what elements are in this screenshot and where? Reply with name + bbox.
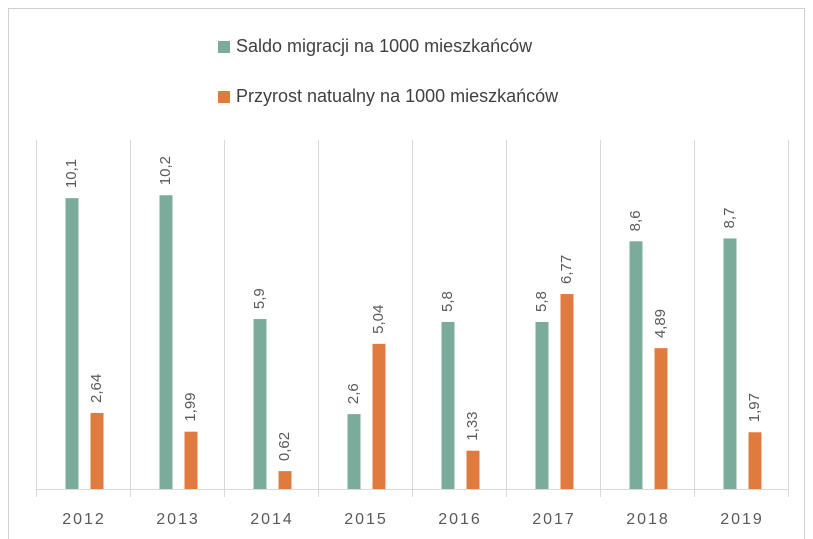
bar bbox=[466, 450, 480, 489]
bar bbox=[65, 198, 79, 489]
bar bbox=[560, 294, 574, 489]
data-label: 8,6 bbox=[627, 210, 644, 231]
bar bbox=[629, 241, 643, 489]
legend-label: Saldo migracji na 1000 mieszkańców bbox=[236, 36, 533, 56]
bar bbox=[278, 471, 292, 489]
bar bbox=[372, 343, 386, 489]
data-label: 10,1 bbox=[63, 159, 80, 188]
data-label: 1,97 bbox=[746, 393, 763, 422]
data-label: 4,89 bbox=[652, 309, 669, 338]
data-label: 5,9 bbox=[251, 288, 268, 309]
legend-label: Przyrost natualny na 1000 mieszkańców bbox=[236, 86, 559, 106]
bar bbox=[184, 431, 198, 489]
data-label: 5,04 bbox=[370, 305, 387, 334]
x-tick-label: 2018 bbox=[626, 511, 670, 528]
x-tick-label: 2016 bbox=[438, 511, 482, 528]
data-label: 6,77 bbox=[558, 255, 575, 284]
x-tick-label: 2012 bbox=[62, 511, 106, 528]
bar bbox=[347, 414, 361, 489]
bar bbox=[253, 319, 267, 489]
legend-swatch bbox=[218, 41, 230, 53]
x-tick-label: 2014 bbox=[250, 511, 294, 528]
data-label: 5,8 bbox=[533, 291, 550, 312]
x-tick-label: 2015 bbox=[344, 511, 388, 528]
chart-frame bbox=[8, 8, 805, 539]
data-label: 1,33 bbox=[464, 411, 481, 440]
data-label: 2,64 bbox=[88, 374, 105, 403]
data-label: 5,8 bbox=[439, 291, 456, 312]
x-tick-label: 2019 bbox=[720, 511, 764, 528]
bar bbox=[535, 321, 549, 489]
bar bbox=[748, 432, 762, 489]
x-tick-label: 2017 bbox=[532, 511, 576, 528]
data-label: 1,99 bbox=[182, 392, 199, 421]
legend-swatch bbox=[218, 91, 230, 103]
bar bbox=[654, 348, 668, 489]
bar bbox=[159, 195, 173, 490]
x-tick-label: 2013 bbox=[156, 511, 200, 528]
data-label: 2,6 bbox=[345, 383, 362, 404]
data-label: 8,7 bbox=[721, 208, 738, 229]
bar bbox=[90, 412, 104, 489]
bar bbox=[441, 321, 455, 489]
data-label: 0,62 bbox=[276, 432, 293, 461]
data-label: 10,2 bbox=[157, 156, 174, 185]
bar bbox=[723, 238, 737, 489]
